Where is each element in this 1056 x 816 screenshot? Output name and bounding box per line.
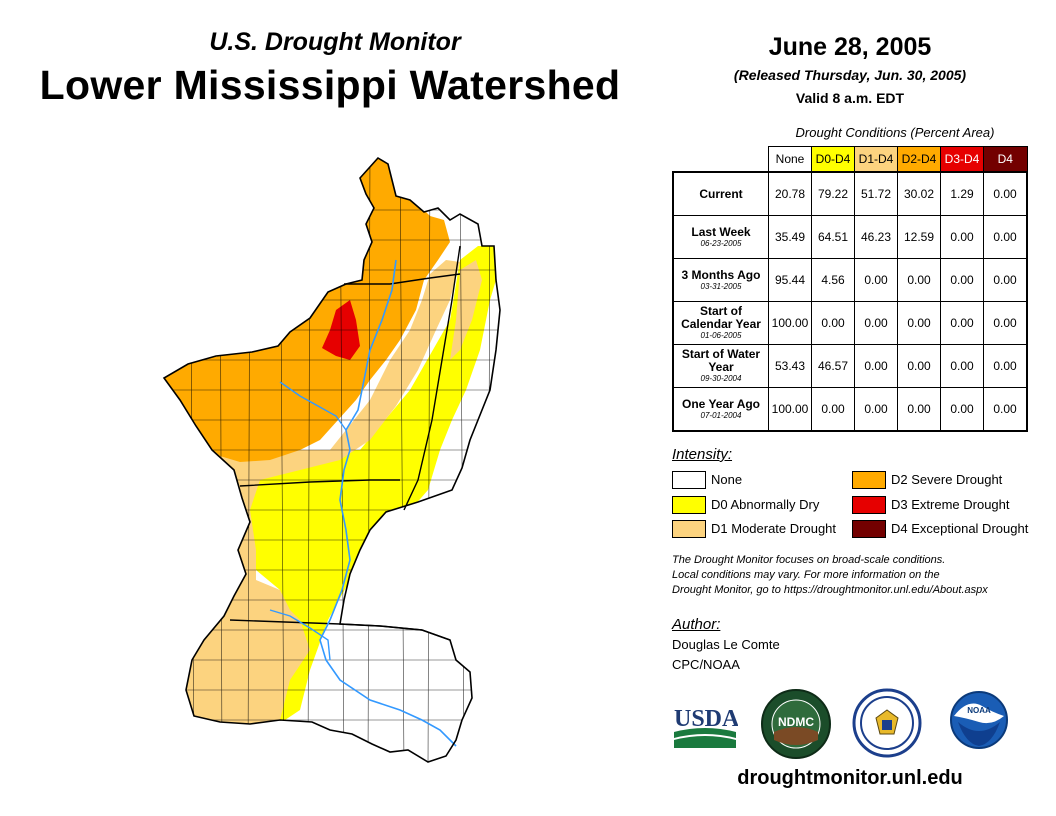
cell-none: 20.78 bbox=[768, 171, 812, 216]
area-d1-south bbox=[180, 590, 310, 750]
disclaimer-text: The Drought Monitor focuses on broad-sca… bbox=[672, 553, 1042, 598]
map-subtitle: U.S. Drought Monitor bbox=[209, 28, 461, 56]
legend-label-d1: D1 Moderate Drought bbox=[711, 521, 837, 536]
cell-d4: 0.00 bbox=[983, 387, 1028, 432]
svg-text:NOAA: NOAA bbox=[967, 706, 991, 715]
disclaimer-line: The Drought Monitor focuses on broad-sca… bbox=[672, 554, 946, 566]
disclaimer-line: Local conditions may vary. For more info… bbox=[672, 569, 940, 581]
cell-none: 35.49 bbox=[768, 215, 812, 259]
author-org: CPC/NOAA bbox=[672, 657, 740, 672]
valid-time: Valid 8 a.m. EDT bbox=[795, 90, 905, 106]
legend-label-none: None bbox=[711, 472, 743, 487]
cell-d1-d4: 0.00 bbox=[854, 258, 898, 302]
map-title: Lower Mississippi Watershed bbox=[39, 62, 621, 108]
cell-d4: 0.00 bbox=[983, 258, 1028, 302]
cell-d0-d4: 46.57 bbox=[811, 344, 855, 388]
cell-d4: 0.00 bbox=[983, 215, 1028, 259]
cell-none: 95.44 bbox=[768, 258, 812, 302]
table-row-start-calendar-year: Start of Calendar Year 01-06-2005 100.00 … bbox=[672, 301, 1028, 345]
col-header-d2-d4: D2-D4 bbox=[897, 146, 941, 173]
cell-d2-d4: 0.00 bbox=[897, 301, 941, 345]
col-header-d0-d4: D0-D4 bbox=[811, 146, 855, 173]
row-label: 3 Months Ago 03-31-2005 bbox=[672, 258, 769, 302]
legend-swatch-d4 bbox=[852, 520, 886, 538]
noaa-logo: NOAA bbox=[950, 691, 1008, 749]
mississippi-river bbox=[319, 259, 457, 747]
red-river bbox=[269, 609, 331, 661]
cell-none: 100.00 bbox=[768, 387, 812, 432]
legend-label-d2: D2 Severe Drought bbox=[891, 472, 1003, 487]
cell-d3-d4: 0.00 bbox=[940, 215, 984, 259]
cell-d0-d4: 0.00 bbox=[811, 301, 855, 345]
cell-d0-d4: 79.22 bbox=[811, 171, 855, 216]
cell-d4: 0.00 bbox=[983, 344, 1028, 388]
table-row-start-water-year: Start of Water Year 09-30-2004 53.43 46.5… bbox=[672, 344, 1028, 388]
col-header-d1-d4: D1-D4 bbox=[854, 146, 898, 173]
cell-d0-d4: 0.00 bbox=[811, 387, 855, 432]
cell-d3-d4: 0.00 bbox=[940, 301, 984, 345]
cell-d3-d4: 0.00 bbox=[940, 344, 984, 388]
col-header-none: None bbox=[768, 146, 812, 173]
cell-d2-d4: 0.00 bbox=[897, 258, 941, 302]
legend-swatch-d2 bbox=[852, 471, 886, 489]
drought-areas bbox=[164, 158, 500, 762]
website-url: droughtmonitor.unl.edu bbox=[737, 767, 963, 789]
cell-d1-d4: 0.00 bbox=[854, 387, 898, 432]
table-header-row: None D0-D4 D1-D4 D2-D4 D3-D4 D4 bbox=[673, 146, 1028, 173]
author-title: Author: bbox=[672, 616, 721, 633]
cell-d4: 0.00 bbox=[983, 301, 1028, 345]
cell-d1-d4: 46.23 bbox=[854, 215, 898, 259]
area-d2 bbox=[164, 158, 450, 462]
row-label: Last Week 06-23-2005 bbox=[672, 215, 769, 259]
row-label: Start of Water Year 09-30-2004 bbox=[672, 344, 769, 388]
cell-d1-d4: 51.72 bbox=[854, 171, 898, 216]
col-header-d3-d4: D3-D4 bbox=[940, 146, 984, 173]
area-d1-east bbox=[450, 260, 482, 360]
arkansas-river bbox=[279, 381, 347, 431]
cell-d3-d4: 1.29 bbox=[940, 171, 984, 216]
cell-d3-d4: 0.00 bbox=[940, 258, 984, 302]
table-corner bbox=[673, 147, 769, 173]
svg-text:USDA: USDA bbox=[674, 706, 738, 732]
table-row-one-year-ago: One Year Ago 07-01-2004 100.00 0.00 0.00 … bbox=[672, 387, 1028, 432]
cell-none: 53.43 bbox=[768, 344, 812, 388]
legend-label-d4: D4 Exceptional Drought bbox=[891, 521, 1029, 536]
cell-d2-d4: 0.00 bbox=[897, 344, 941, 388]
legend-swatch-d1 bbox=[672, 520, 706, 538]
legend-title: Intensity: bbox=[672, 446, 733, 463]
cell-d1-d4: 0.00 bbox=[854, 344, 898, 388]
disclaimer-line: Drought Monitor, go to https://droughtmo… bbox=[672, 584, 988, 596]
author-name: Douglas Le Comte bbox=[672, 637, 780, 652]
ndmc-logo: NDMC bbox=[761, 689, 831, 759]
table-row-last-week: Last Week 06-23-2005 35.49 64.51 46.23 12… bbox=[672, 215, 1028, 259]
col-header-d4: D4 bbox=[983, 146, 1028, 173]
usda-logo: USDA bbox=[674, 706, 738, 748]
table-row-current: Current 20.78 79.22 51.72 30.02 1.29 0.0… bbox=[672, 171, 1028, 216]
table-row-3-months-ago: 3 Months Ago 03-31-2005 95.44 4.56 0.00 0… bbox=[672, 258, 1028, 302]
cell-none: 100.00 bbox=[768, 301, 812, 345]
cell-d4: 0.00 bbox=[983, 171, 1028, 216]
table-caption: Drought Conditions (Percent Area) bbox=[795, 125, 995, 140]
legend-label-d0: D0 Abnormally Dry bbox=[711, 497, 820, 512]
legend-swatch-d3 bbox=[852, 496, 886, 514]
commerce-seal-logo bbox=[852, 688, 922, 758]
cell-d1-d4: 0.00 bbox=[854, 301, 898, 345]
cell-d2-d4: 12.59 bbox=[897, 215, 941, 259]
row-label: One Year Ago 07-01-2004 bbox=[672, 387, 769, 432]
legend-swatch-none bbox=[672, 471, 706, 489]
row-label: Start of Calendar Year 01-06-2005 bbox=[672, 301, 769, 345]
valid-date: June 28, 2005 bbox=[768, 33, 932, 61]
cell-d2-d4: 30.02 bbox=[897, 171, 941, 216]
svg-text:NDMC: NDMC bbox=[778, 715, 814, 729]
drought-stats-table: None D0-D4 D1-D4 D2-D4 D3-D4 D4 Current … bbox=[672, 146, 1028, 432]
cell-d3-d4: 0.00 bbox=[940, 387, 984, 432]
drought-map bbox=[163, 157, 501, 763]
legend-swatch-d0 bbox=[672, 496, 706, 514]
release-date: (Released Thursday, Jun. 30, 2005) bbox=[733, 67, 967, 83]
cell-d0-d4: 64.51 bbox=[811, 215, 855, 259]
row-label: Current bbox=[672, 171, 769, 216]
legend-label-d3: D3 Extreme Drought bbox=[891, 497, 1010, 512]
cell-d0-d4: 4.56 bbox=[811, 258, 855, 302]
cell-d2-d4: 0.00 bbox=[897, 387, 941, 432]
